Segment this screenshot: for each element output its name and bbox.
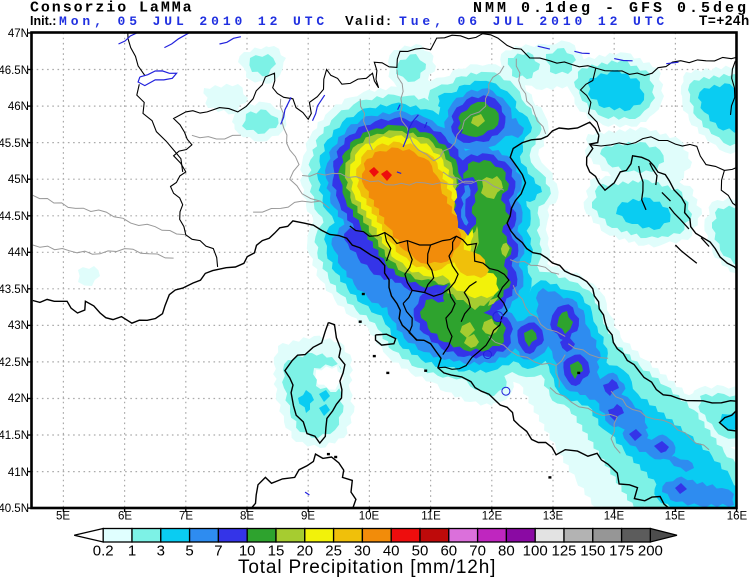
svg-text:7E: 7E (179, 511, 193, 523)
svg-text:41.5N: 41.5N (0, 430, 29, 442)
svg-text:50: 50 (412, 543, 429, 560)
svg-text:15: 15 (268, 543, 285, 560)
svg-text:8E: 8E (240, 511, 254, 523)
svg-text:10E: 10E (359, 511, 380, 523)
svg-text:45.5N: 45.5N (0, 138, 29, 150)
svg-text:Total Precipitation [mm/12h]: Total Precipitation [mm/12h] (238, 557, 496, 578)
svg-text:47N: 47N (8, 28, 29, 40)
svg-text:25: 25 (325, 543, 342, 560)
svg-text:44N: 44N (8, 247, 29, 259)
svg-text:Valid:: Valid: (345, 13, 393, 28)
svg-text:100: 100 (523, 543, 548, 560)
svg-text:42.5N: 42.5N (0, 357, 29, 369)
svg-text:1: 1 (128, 543, 136, 560)
svg-text:5E: 5E (56, 511, 70, 523)
svg-text:Mon, 05 JUL 2010 12 UTC: Mon, 05 JUL 2010 12 UTC (59, 14, 328, 29)
svg-text:150: 150 (580, 543, 605, 560)
svg-text:5: 5 (185, 543, 193, 560)
svg-text:9E: 9E (301, 511, 315, 523)
svg-text:Init.:: Init.: (30, 14, 56, 28)
svg-text:30: 30 (354, 543, 371, 560)
svg-text:Tue, 06 JUL 2010 12 UTC: Tue, 06 JUL 2010 12 UTC (399, 14, 668, 29)
svg-text:43.5N: 43.5N (0, 284, 29, 296)
svg-text:60: 60 (440, 543, 457, 560)
svg-text:T=+24h: T=+24h (699, 13, 750, 28)
svg-text:7: 7 (214, 543, 222, 560)
svg-text:200: 200 (638, 543, 663, 560)
svg-text:42N: 42N (8, 393, 29, 405)
svg-text:43N: 43N (8, 320, 29, 332)
svg-text:20: 20 (296, 543, 313, 560)
svg-text:44.5N: 44.5N (0, 211, 29, 223)
svg-text:NMM 0.1deg - GFS 0.5deg: NMM 0.1deg - GFS 0.5deg (473, 0, 749, 17)
svg-text:3: 3 (157, 543, 165, 560)
svg-text:46N: 46N (8, 101, 29, 113)
svg-text:46.5N: 46.5N (0, 65, 29, 77)
svg-text:6E: 6E (118, 511, 132, 523)
svg-text:16E: 16E (727, 511, 748, 523)
svg-text:13E: 13E (543, 511, 564, 523)
svg-text:45N: 45N (8, 174, 29, 186)
svg-text:Consorzio LaMMa: Consorzio LaMMa (30, 0, 194, 17)
svg-text:40: 40 (383, 543, 400, 560)
svg-text:12E: 12E (482, 511, 503, 523)
svg-text:11E: 11E (421, 511, 441, 523)
svg-text:15E: 15E (665, 511, 686, 523)
svg-text:40.5N: 40.5N (0, 503, 29, 515)
svg-text:70: 70 (469, 543, 486, 560)
svg-text:80: 80 (498, 543, 515, 560)
svg-text:10: 10 (239, 543, 256, 560)
svg-text:125: 125 (551, 543, 576, 560)
svg-text:175: 175 (609, 543, 634, 560)
svg-text:0.2: 0.2 (93, 543, 114, 560)
svg-text:14E: 14E (604, 511, 625, 523)
svg-text:41N: 41N (8, 467, 29, 479)
